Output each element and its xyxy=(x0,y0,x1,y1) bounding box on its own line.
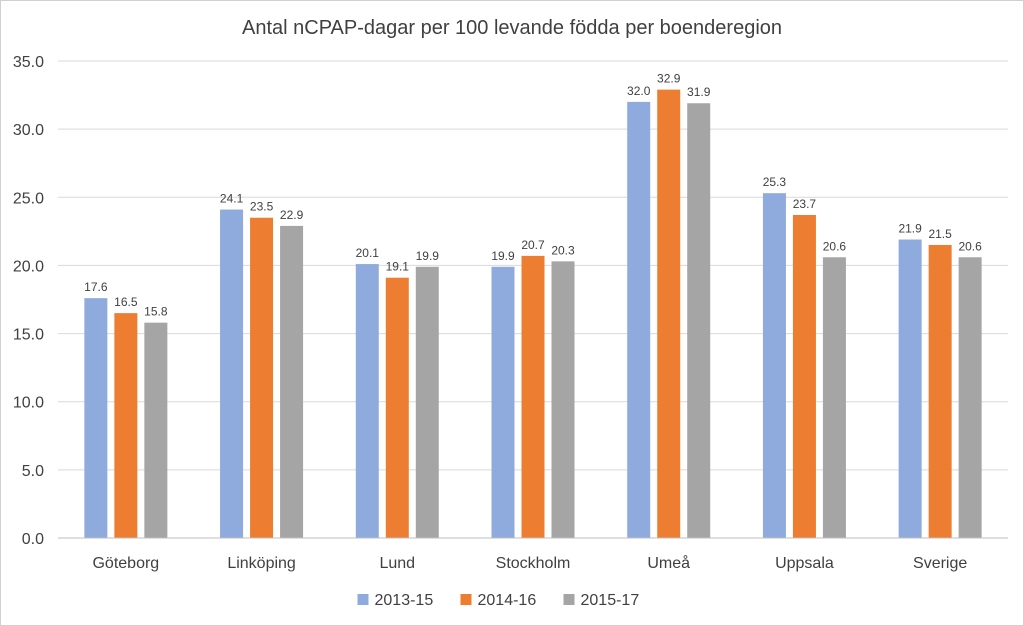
data-label: 21.5 xyxy=(928,227,952,241)
y-tick-label: 15.0 xyxy=(13,327,44,344)
bar xyxy=(521,255,545,539)
legend-item: 2014-16 xyxy=(460,592,537,609)
data-label: 19.9 xyxy=(416,249,440,263)
data-label: 24.1 xyxy=(220,192,244,206)
bar xyxy=(144,322,168,538)
bar xyxy=(687,103,711,539)
bar xyxy=(250,217,274,538)
y-tick-label: 35.0 xyxy=(13,54,44,71)
legend-swatch xyxy=(563,594,575,605)
data-label: 19.9 xyxy=(491,249,515,263)
data-label: 15.8 xyxy=(144,305,168,319)
gridlines xyxy=(58,60,1008,471)
data-label: 23.7 xyxy=(793,197,817,211)
data-label: 20.7 xyxy=(521,238,545,252)
y-tick-label: 20.0 xyxy=(13,258,44,275)
data-label: 17.6 xyxy=(84,280,108,294)
bar xyxy=(415,266,439,538)
legend-item: 2013-15 xyxy=(357,592,434,609)
bar xyxy=(657,89,681,539)
bar xyxy=(928,244,952,538)
data-labels: 17.6 16.5 15.8 24.1 23.5 22.9 20.1 19.1 19.9 19.9… xyxy=(84,72,982,319)
data-label: 20.6 xyxy=(823,239,847,253)
data-label: 32.0 xyxy=(627,84,651,98)
chart-title: Antal nCPAP-dagar per 100 levande födda … xyxy=(242,17,782,39)
y-tick-label: 30.0 xyxy=(13,122,44,139)
data-label: 19.1 xyxy=(386,260,410,274)
bar xyxy=(280,225,304,539)
legend-swatch xyxy=(460,594,472,605)
bar xyxy=(822,257,846,538)
data-label: 20.1 xyxy=(356,246,380,260)
y-tick-label: 5.0 xyxy=(22,463,44,480)
legend-label: 2013-15 xyxy=(375,592,434,609)
bar xyxy=(551,261,575,538)
y-axis-ticks: 0.0 5.0 10.0 15.0 20.0 25.0 30.0 35.0 xyxy=(13,54,44,548)
legend-label: 2015-17 xyxy=(581,592,640,609)
bar xyxy=(762,193,786,538)
legend-item: 2015-17 xyxy=(563,592,640,609)
data-label: 16.5 xyxy=(114,295,138,309)
bar xyxy=(491,266,515,538)
bar xyxy=(220,209,244,538)
x-category-label: Umeå xyxy=(647,554,690,572)
x-category-label: Göteborg xyxy=(92,555,159,572)
bar xyxy=(898,239,922,538)
y-tick-label: 10.0 xyxy=(13,395,44,412)
bars xyxy=(84,89,982,539)
data-label: 23.5 xyxy=(250,200,274,214)
bar xyxy=(385,277,409,538)
legend: 2013-15 2014-16 2015-17 xyxy=(357,592,640,609)
data-label: 25.3 xyxy=(763,175,787,189)
x-category-label: Lund xyxy=(379,555,415,572)
legend-swatch xyxy=(357,594,369,605)
x-category-label: Linköping xyxy=(227,555,296,572)
x-category-label: Sverige xyxy=(913,555,967,572)
data-label: 31.9 xyxy=(687,85,711,99)
bar xyxy=(792,215,816,538)
bar xyxy=(355,264,379,538)
y-tick-label: 0.0 xyxy=(22,531,44,548)
data-label: 20.3 xyxy=(551,243,575,257)
bar xyxy=(627,101,651,538)
data-label: 22.9 xyxy=(280,208,304,222)
data-label: 21.9 xyxy=(898,222,922,236)
bar xyxy=(958,257,982,538)
x-axis-categories: Göteborg Linköping Lund Stockholm Umeå Uppsal… xyxy=(92,554,967,572)
bar xyxy=(114,313,138,538)
y-tick-label: 25.0 xyxy=(13,190,44,207)
data-label: 32.9 xyxy=(657,72,681,86)
x-category-label: Stockholm xyxy=(496,555,571,572)
data-label: 20.6 xyxy=(958,239,982,253)
legend-label: 2014-16 xyxy=(478,592,537,609)
x-category-label: Uppsala xyxy=(775,555,834,572)
bar xyxy=(84,298,108,538)
